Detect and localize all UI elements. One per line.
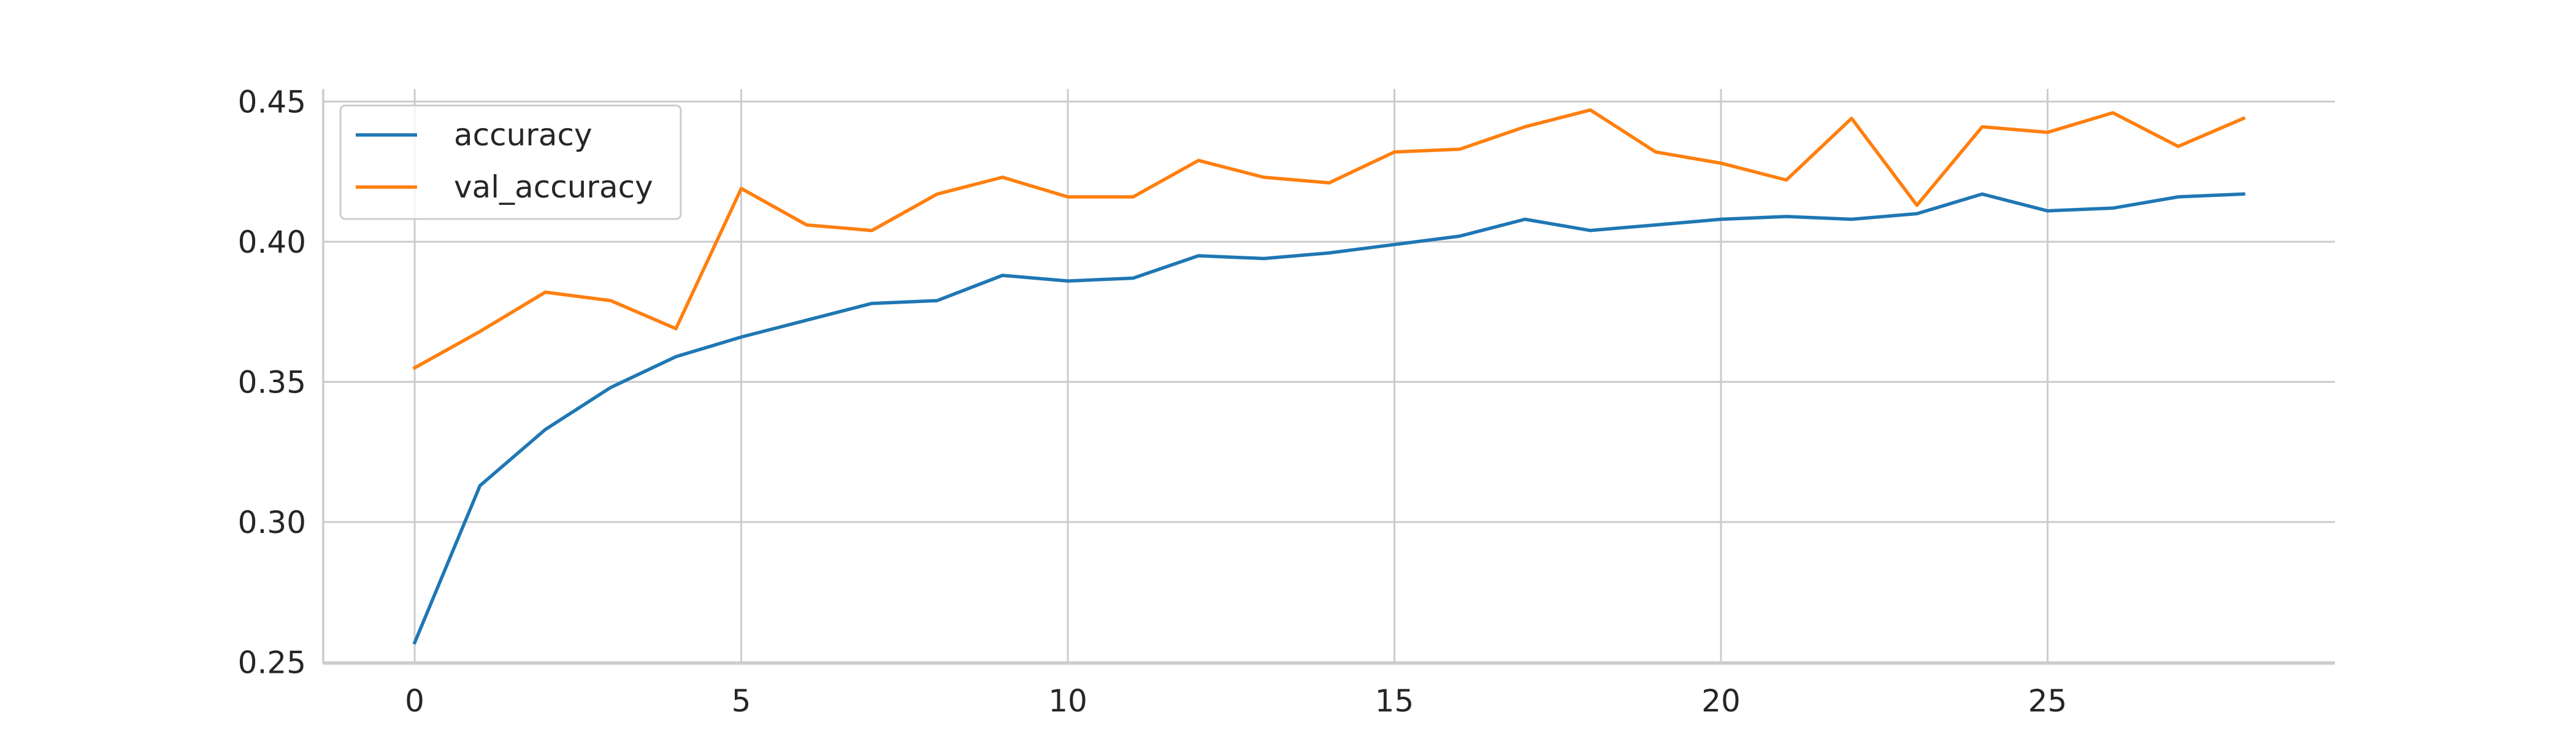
legend-label-val-accuracy: val_accuracy	[454, 169, 653, 205]
x-tick-label: 25	[2028, 683, 2068, 719]
x-tick-label: 5	[732, 683, 751, 719]
x-tick-label: 20	[1701, 683, 1741, 719]
axes	[322, 89, 2335, 665]
series	[412, 108, 2246, 645]
legend-box	[339, 104, 682, 220]
y-tick-label: 0.35	[238, 365, 306, 401]
y-tick-label: 0.40	[238, 224, 306, 260]
legend: accuracy val_accuracy	[339, 104, 682, 220]
x-tick-label: 15	[1375, 683, 1414, 719]
tick-labels: 0 5 10 15 20 25 0.25 0.30 0.35 0.40 0.45	[238, 85, 2068, 719]
grid	[323, 89, 2335, 664]
x-tick-label: 0	[405, 683, 424, 719]
series-line-accuracy	[412, 192, 2245, 645]
y-tick-label: 0.25	[238, 645, 306, 681]
x-tick-label: 10	[1048, 683, 1087, 719]
y-tick-label: 0.30	[238, 505, 306, 540]
series-line-val-accuracy	[412, 108, 2246, 370]
y-tick-label: 0.45	[238, 85, 306, 120]
legend-label-accuracy: accuracy	[454, 117, 592, 153]
